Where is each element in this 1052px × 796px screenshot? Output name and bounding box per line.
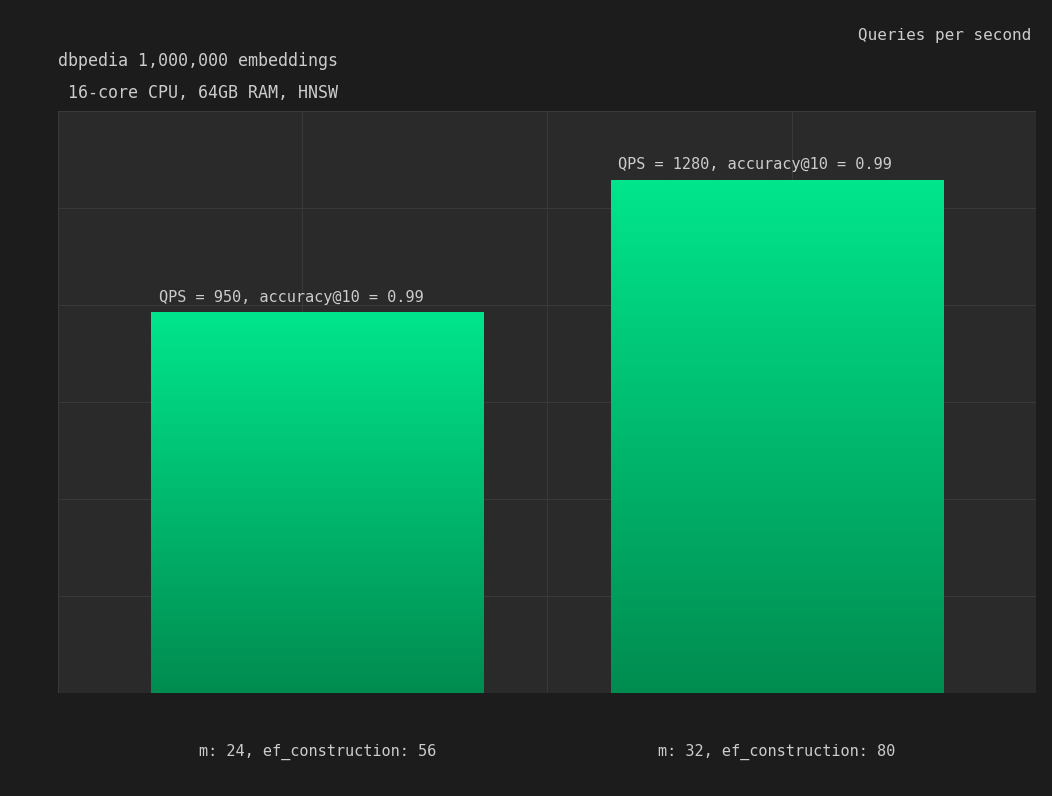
Text: 16-core CPU, 64GB RAM, HNSW: 16-core CPU, 64GB RAM, HNSW (58, 84, 338, 102)
Text: m: 32, ef_construction: 80: m: 32, ef_construction: 80 (659, 744, 895, 760)
Text: m: 24, ef_construction: 56: m: 24, ef_construction: 56 (199, 744, 436, 760)
Text: Queries per second: Queries per second (857, 28, 1031, 43)
Text: dbpedia 1,000,000 embeddings: dbpedia 1,000,000 embeddings (58, 52, 338, 70)
Text: QPS = 950, accuracy@10 = 0.99: QPS = 950, accuracy@10 = 0.99 (159, 290, 423, 305)
Text: QPS = 1280, accuracy@10 = 0.99: QPS = 1280, accuracy@10 = 0.99 (619, 158, 892, 173)
